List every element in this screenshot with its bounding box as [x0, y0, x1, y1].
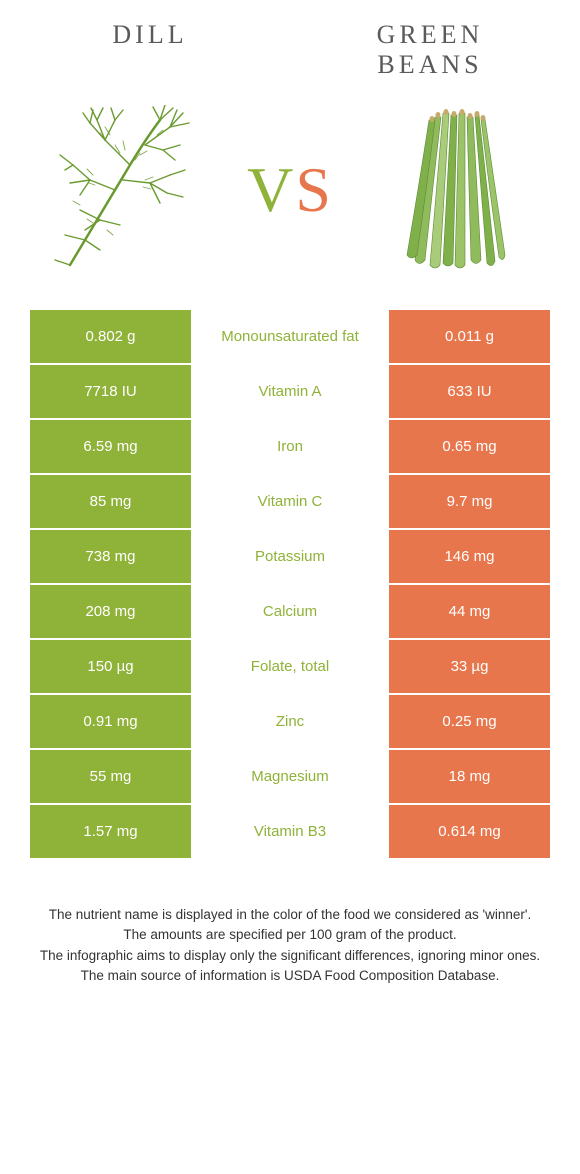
right-value: 0.011 g — [385, 310, 550, 363]
nutrient-name: Monounsaturated fat — [195, 310, 385, 363]
header-row: DILL GREEN BEANS — [0, 0, 580, 90]
right-value: 0.614 mg — [385, 805, 550, 858]
table-row: 55 mgMagnesium18 mg — [30, 750, 550, 805]
left-value: 55 mg — [30, 750, 195, 803]
footer-line-1: The nutrient name is displayed in the co… — [30, 905, 550, 925]
table-row: 85 mgVitamin C9.7 mg — [30, 475, 550, 530]
green-beans-icon — [385, 105, 525, 275]
left-value: 738 mg — [30, 530, 195, 583]
table-row: 150 µgFolate, total33 µg — [30, 640, 550, 695]
right-value: 633 IU — [385, 365, 550, 418]
vs-v: V — [247, 154, 295, 225]
table-row: 738 mgPotassium146 mg — [30, 530, 550, 585]
left-value: 7718 IU — [30, 365, 195, 418]
nutrient-name: Magnesium — [195, 750, 385, 803]
nutrient-name: Folate, total — [195, 640, 385, 693]
right-value: 0.65 mg — [385, 420, 550, 473]
right-value: 44 mg — [385, 585, 550, 638]
nutrient-name: Iron — [195, 420, 385, 473]
right-food-title: GREEN BEANS — [330, 20, 530, 80]
nutrient-name: Calcium — [195, 585, 385, 638]
nutrient-table: 0.802 gMonounsaturated fat0.011 g7718 IU… — [0, 310, 580, 860]
footer-line-2: The amounts are specified per 100 gram o… — [30, 925, 550, 945]
nutrient-name: Potassium — [195, 530, 385, 583]
green-beans-image — [370, 100, 540, 280]
table-row: 7718 IUVitamin A633 IU — [30, 365, 550, 420]
vs-label: VS — [247, 153, 333, 227]
left-value: 0.91 mg — [30, 695, 195, 748]
vs-s: S — [295, 154, 333, 225]
left-value: 6.59 mg — [30, 420, 195, 473]
footer-notes: The nutrient name is displayed in the co… — [0, 860, 580, 986]
footer-line-3: The infographic aims to display only the… — [30, 946, 550, 966]
dill-image — [40, 100, 210, 280]
table-row: 0.802 gMonounsaturated fat0.011 g — [30, 310, 550, 365]
left-value: 85 mg — [30, 475, 195, 528]
right-value: 9.7 mg — [385, 475, 550, 528]
nutrient-name: Vitamin B3 — [195, 805, 385, 858]
images-row: VS — [0, 90, 580, 290]
nutrient-name: Vitamin A — [195, 365, 385, 418]
right-value: 18 mg — [385, 750, 550, 803]
left-value: 150 µg — [30, 640, 195, 693]
table-row: 1.57 mgVitamin B30.614 mg — [30, 805, 550, 860]
left-food-title: DILL — [50, 20, 250, 50]
table-row: 6.59 mgIron0.65 mg — [30, 420, 550, 475]
table-row: 208 mgCalcium44 mg — [30, 585, 550, 640]
footer-line-4: The main source of information is USDA F… — [30, 966, 550, 986]
right-value: 146 mg — [385, 530, 550, 583]
right-value: 0.25 mg — [385, 695, 550, 748]
dill-icon — [45, 105, 205, 275]
table-row: 0.91 mgZinc0.25 mg — [30, 695, 550, 750]
left-value: 208 mg — [30, 585, 195, 638]
nutrient-name: Zinc — [195, 695, 385, 748]
nutrient-name: Vitamin C — [195, 475, 385, 528]
left-value: 0.802 g — [30, 310, 195, 363]
left-value: 1.57 mg — [30, 805, 195, 858]
right-value: 33 µg — [385, 640, 550, 693]
